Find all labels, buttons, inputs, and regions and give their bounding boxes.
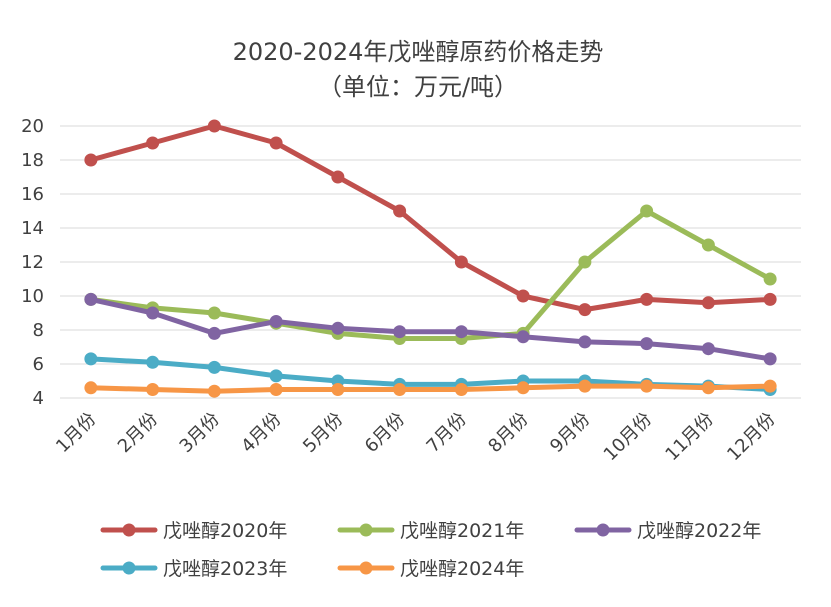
y-axis-ticks: 4 6 8 10 12 14 16 18 20	[21, 116, 44, 409]
data-point	[454, 383, 468, 396]
x-tick-label: 1月份	[52, 409, 100, 457]
legend-label: 戊唑醇2020年	[163, 520, 287, 542]
x-axis-ticks: 1月份 2月份 3月份 4月份 5月份 6月份 7月份 8月份 9月份 10月份 11月份 12月份	[52, 409, 780, 466]
x-tick-label: 8月份	[484, 409, 532, 457]
data-point	[578, 335, 592, 349]
legend-label: 戊唑醇2021年	[400, 520, 524, 542]
y-tick-label: 16	[21, 184, 44, 205]
chart-title: 2020-2024年戊唑醇原药价格走势	[233, 38, 604, 66]
data-point	[207, 326, 221, 340]
data-point	[393, 383, 407, 396]
series-3	[84, 292, 777, 366]
data-point	[146, 383, 160, 396]
legend-label: 戊唑醇2023年	[163, 558, 287, 580]
series-line	[88, 123, 773, 313]
legend-marker	[359, 561, 373, 575]
data-point	[516, 289, 530, 303]
series-group	[84, 119, 777, 398]
data-point	[84, 352, 98, 366]
x-tick-label: 3月份	[176, 409, 224, 457]
data-point	[763, 272, 777, 286]
y-tick-label: 18	[21, 150, 44, 171]
data-point	[578, 303, 592, 317]
data-point	[269, 315, 283, 328]
data-point	[207, 306, 221, 320]
data-point	[269, 136, 283, 150]
gridlines	[60, 125, 801, 399]
legend-label: 戊唑醇2022年	[637, 520, 761, 542]
y-tick-label: 4	[33, 388, 44, 409]
legend-marker	[359, 523, 373, 537]
data-point	[207, 384, 221, 398]
y-tick-label: 20	[21, 116, 44, 137]
x-tick-label: 11月份	[661, 409, 718, 466]
x-tick-label: 4月份	[237, 409, 285, 457]
legend-marker	[596, 523, 610, 537]
x-tick-label: 9月份	[546, 409, 594, 457]
y-tick-label: 12	[21, 252, 44, 273]
data-point	[331, 383, 345, 396]
legend-item: 戊唑醇2021年	[337, 520, 524, 542]
x-tick-label: 2月份	[114, 409, 162, 457]
x-tick-label: 5月份	[299, 409, 347, 457]
data-point	[763, 292, 777, 306]
data-point	[640, 204, 654, 218]
series-1	[84, 119, 777, 317]
data-point	[640, 292, 654, 306]
data-point	[393, 325, 407, 339]
data-point	[207, 360, 221, 374]
legend-item: 戊唑醇2020年	[100, 520, 287, 542]
series-line	[88, 296, 773, 362]
data-point	[84, 292, 98, 306]
x-tick-label: 12月份	[723, 409, 780, 466]
data-point	[393, 204, 407, 218]
legend-item: 戊唑醇2024年	[337, 558, 524, 580]
data-point	[640, 337, 654, 351]
legend-label: 戊唑醇2024年	[400, 558, 524, 580]
data-point	[763, 379, 777, 393]
y-tick-label: 8	[33, 320, 44, 341]
data-point	[146, 306, 160, 320]
y-tick-label: 10	[21, 286, 44, 307]
data-point	[269, 369, 283, 383]
y-tick-label: 14	[21, 218, 44, 239]
data-point	[763, 352, 777, 366]
data-point	[269, 383, 283, 396]
data-point	[701, 342, 715, 356]
x-tick-label: 7月份	[423, 409, 471, 457]
series-5	[84, 379, 777, 398]
legend-marker	[122, 561, 136, 575]
data-point	[578, 379, 592, 393]
series-line	[88, 208, 773, 341]
data-point	[516, 381, 530, 395]
data-point	[331, 170, 345, 184]
data-point	[84, 153, 98, 167]
legend-item: 戊唑醇2022年	[574, 520, 761, 542]
data-point	[454, 255, 468, 269]
data-point	[701, 238, 715, 252]
data-point	[701, 296, 715, 310]
x-tick-label: 6月份	[361, 409, 409, 457]
data-point	[578, 255, 592, 269]
series-line	[88, 383, 773, 394]
data-point	[640, 379, 654, 393]
data-point	[454, 325, 468, 339]
y-tick-label: 6	[33, 354, 44, 375]
x-tick-label: 10月份	[600, 409, 657, 466]
data-point	[331, 321, 345, 335]
data-point	[207, 119, 221, 133]
data-point	[516, 330, 530, 344]
legend-item: 戊唑醇2023年	[100, 558, 287, 580]
data-point	[146, 136, 160, 150]
legend-marker	[122, 523, 136, 537]
data-point	[84, 381, 98, 395]
chart-subtitle: （单位：万元/吨）	[318, 73, 518, 101]
data-point	[146, 355, 160, 369]
data-point	[701, 381, 715, 395]
